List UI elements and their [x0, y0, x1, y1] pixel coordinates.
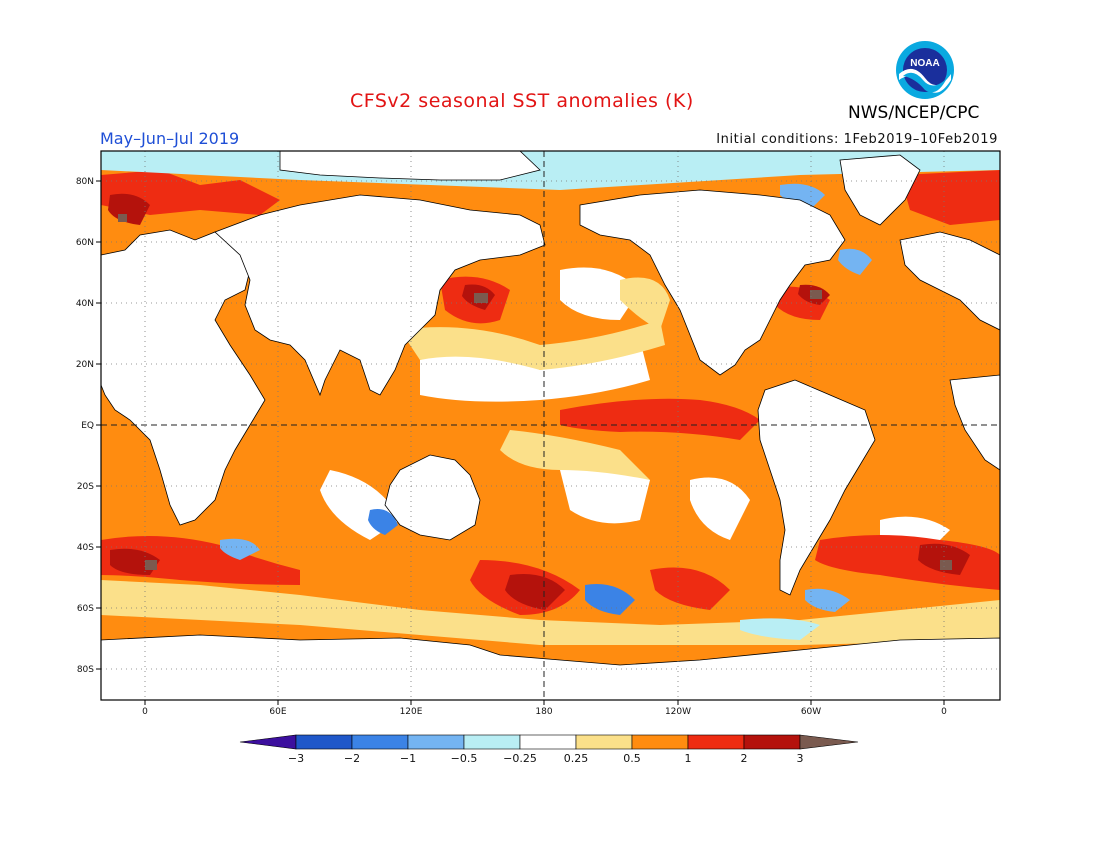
colorbar-segment — [631, 734, 689, 750]
colorbar-tick-label: −3 — [288, 752, 304, 765]
land-europe-east-edge — [899, 231, 1000, 331]
map-title: CFSv2 seasonal SST anomalies (K) — [350, 90, 694, 112]
colorbar-segment — [519, 734, 577, 750]
initial-conditions: Initial conditions: 1Feb2019–10Feb2019 — [716, 132, 998, 147]
cool-anomaly-region — [220, 538, 260, 560]
colorbar-tick-label: −0.25 — [503, 752, 537, 765]
extreme-warm-spot — [474, 293, 488, 303]
noaa-logo: NOAA — [896, 41, 954, 99]
strong-warm-region — [900, 170, 1000, 225]
colorbar-tick-label: 1 — [685, 752, 692, 765]
extreme-warm-spot — [940, 560, 952, 570]
colorbar-tick-label: 2 — [741, 752, 748, 765]
very-strong-warm-region — [505, 574, 565, 610]
colorbar-tick-label: 0.25 — [564, 752, 589, 765]
cool-anomaly-region — [740, 618, 820, 640]
lat-label: 20N — [76, 360, 94, 370]
colorbar-segment — [463, 734, 521, 750]
colorbar-segment — [295, 734, 353, 750]
strong-warm-region — [560, 398, 760, 440]
colorbar-tick-label: −0.5 — [451, 752, 478, 765]
land-antarctica — [101, 634, 1000, 700]
longitude-ticks — [144, 700, 945, 705]
land-south-america — [757, 379, 876, 596]
colorbar-segment — [351, 734, 409, 750]
colorbar: −3 −2 −1 −0.5 −0.25 0.25 0.5 1 2 3 — [239, 734, 859, 765]
forecast-period: May–Jun–Jul 2019 — [100, 129, 240, 148]
longitude-axis: 0 60E 120E 180 120W 60W 0 — [142, 707, 947, 717]
weak-warm-region — [620, 277, 670, 330]
extreme-warm-spot — [810, 290, 822, 299]
lon-label: 60E — [269, 707, 286, 717]
colorbar-max-arrow — [799, 734, 859, 750]
latitude-axis: 80N 60N 40N 20N EQ 20S 40S 60S 80S — [76, 177, 94, 675]
land-asia — [214, 194, 546, 397]
equator-dateline — [101, 151, 1000, 700]
agency-label: NWS/NCEP/CPC — [848, 103, 980, 123]
cool-anomaly-region — [368, 509, 398, 535]
colorbar-segment — [575, 734, 633, 750]
noaa-logo-text: NOAA — [910, 58, 939, 69]
land-australia — [384, 454, 481, 541]
lat-label: 40S — [77, 543, 94, 553]
cool-anomaly-region — [585, 584, 635, 615]
colorbar-segment — [743, 734, 801, 750]
extreme-warm-spot — [145, 560, 157, 570]
land-greenland — [839, 154, 921, 226]
weak-warm-region — [500, 430, 650, 480]
lat-label: 40N — [76, 299, 94, 309]
lon-label: 0 — [941, 707, 947, 717]
anomaly-field — [101, 151, 1000, 700]
weak-warm-region — [400, 320, 665, 370]
very-strong-warm-region — [918, 543, 970, 575]
lat-label: 80N — [76, 177, 94, 187]
land-arctic — [279, 151, 541, 181]
lat-label: 60S — [77, 604, 94, 614]
colorbar-tick-label: −2 — [344, 752, 360, 765]
colorbar-segment — [687, 734, 745, 750]
cool-anomaly-region — [780, 183, 825, 210]
colorbar-tick-label: 0.5 — [623, 752, 641, 765]
lat-label: 80S — [77, 665, 94, 675]
lon-label: 0 — [142, 707, 148, 717]
colorbar-tick-label: 3 — [797, 752, 804, 765]
colorbar-min-arrow — [239, 734, 297, 750]
colorbar-tick-label: −1 — [400, 752, 416, 765]
land-north-america — [579, 189, 846, 376]
neutral-anomaly-region — [560, 464, 650, 524]
latitude-ticks — [96, 180, 101, 670]
strong-warm-region — [650, 567, 730, 610]
lon-label: 60W — [801, 707, 821, 717]
lat-label: EQ — [81, 421, 94, 431]
land-europe-africa — [101, 229, 266, 526]
neutral-anomaly-region — [690, 477, 750, 540]
colorbar-segment — [407, 734, 465, 750]
cool-anomaly-region — [805, 588, 850, 612]
land-africa-east-edge — [949, 374, 1000, 471]
cool-anomaly-region — [838, 248, 872, 275]
lon-label: 120W — [665, 707, 691, 717]
lat-label: 60N — [76, 238, 94, 248]
lon-label: 120E — [400, 707, 423, 717]
extreme-warm-spot — [118, 214, 127, 222]
lat-label: 20S — [77, 482, 94, 492]
lon-label: 180 — [535, 707, 552, 717]
